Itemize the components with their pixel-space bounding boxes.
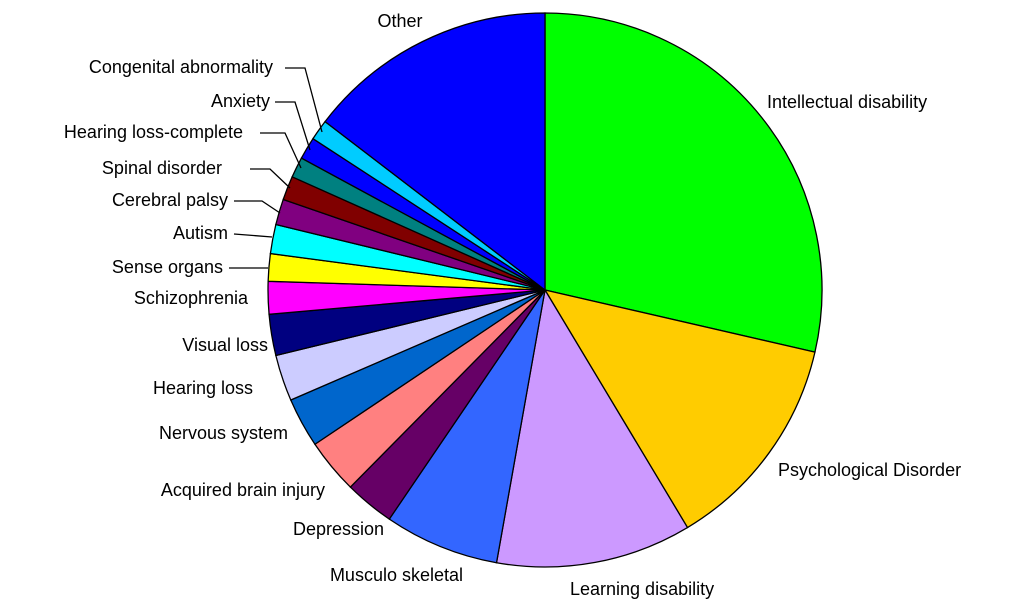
slice-label: Hearing loss-complete <box>64 122 243 142</box>
pie-slice <box>544 12 823 353</box>
leader-line <box>233 233 273 238</box>
slice-label: Depression <box>293 519 384 539</box>
leader-line <box>275 101 311 151</box>
slice-label: Nervous system <box>159 423 288 443</box>
slice-label: Spinal disorder <box>102 158 222 178</box>
slice-label: Anxiety <box>211 91 270 111</box>
slice-label: Autism <box>173 223 228 243</box>
slice-label: Sense organs <box>112 257 223 277</box>
slice-label: Musculo skeletal <box>330 565 463 585</box>
slice-label: Psychological Disorder <box>778 460 961 480</box>
pie-slice <box>388 289 546 564</box>
slice-label: Hearing loss <box>153 378 253 398</box>
slice-label: Cerebral palsy <box>112 190 228 210</box>
leader-line <box>250 168 291 189</box>
slice-label: Other <box>377 11 422 31</box>
slice-label: Schizophrenia <box>134 288 249 308</box>
pie-slice <box>324 12 546 292</box>
pie-slice <box>495 288 689 568</box>
slice-label: Visual loss <box>182 335 268 355</box>
slice-label: Intellectual disability <box>767 92 927 112</box>
leader-line <box>285 67 323 133</box>
leader-line <box>260 132 302 169</box>
slice-label: Acquired brain injury <box>161 480 325 500</box>
pie-slice <box>543 289 816 529</box>
slice-label: Congenital abnormality <box>89 57 273 77</box>
leader-line <box>234 200 281 214</box>
slice-label: Learning disability <box>570 579 714 599</box>
